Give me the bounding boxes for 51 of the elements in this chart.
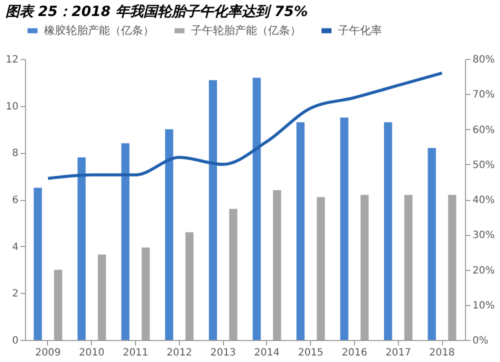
y-tick-label: 8 xyxy=(12,148,18,160)
bar xyxy=(428,148,436,340)
bar xyxy=(185,232,194,340)
bar xyxy=(78,157,86,340)
x-tick-label: 2018 xyxy=(429,348,455,358)
bar xyxy=(448,194,456,340)
x-tick-label: 2016 xyxy=(342,348,368,358)
legend-label: 橡胶轮胎产能（亿条） xyxy=(44,24,154,37)
y2-tick-label: 80% xyxy=(472,54,495,66)
y2-tick-label: 60% xyxy=(472,124,495,136)
y2-tick-label: 20% xyxy=(472,265,495,276)
y-tick-label: 12 xyxy=(6,54,18,66)
chart-title: 图表 25：2018 年我国轮胎子午化率达到 75% xyxy=(5,3,308,20)
bar xyxy=(165,129,174,340)
bar xyxy=(272,190,282,340)
x-tick-label: 2017 xyxy=(386,348,411,358)
bar xyxy=(252,78,261,340)
bar xyxy=(340,118,348,340)
x-tick-label: 2013 xyxy=(210,348,236,358)
y-tick-label: 10 xyxy=(6,101,18,112)
bar xyxy=(98,254,106,340)
x-tick-label: 2014 xyxy=(254,348,280,358)
x-tick-label: 2010 xyxy=(79,348,104,358)
bar xyxy=(404,194,412,340)
bar xyxy=(360,194,369,340)
legend-label: 子午轮胎产能（亿条） xyxy=(191,24,301,37)
y2-tick-label: 30% xyxy=(472,230,495,242)
y2-tick-label: 0% xyxy=(472,336,488,346)
bar xyxy=(142,248,150,340)
x-tick-label: 2011 xyxy=(122,348,148,358)
y-tick-label: 2 xyxy=(12,288,18,300)
y2-tick-label: 40% xyxy=(472,195,495,206)
line-series xyxy=(46,72,444,180)
y-tick-label: 6 xyxy=(12,195,18,206)
bar xyxy=(121,143,130,340)
bar xyxy=(54,270,62,340)
bar xyxy=(208,80,218,340)
legend-label: 子午化率 xyxy=(338,24,382,37)
x-tick-label: 2015 xyxy=(298,348,324,358)
bar xyxy=(34,188,42,340)
y2-tick-label: 70% xyxy=(472,90,495,101)
bar xyxy=(316,197,325,340)
x-tick-label: 2009 xyxy=(35,348,61,358)
bar xyxy=(229,208,238,340)
bar xyxy=(384,122,392,340)
y2-tick-label: 10% xyxy=(472,300,495,312)
x-tick-label: 2012 xyxy=(166,348,192,358)
y2-tick-label: 50% xyxy=(472,160,495,171)
y-tick-label: 4 xyxy=(12,242,18,253)
y-tick-label: 0 xyxy=(12,336,18,346)
bar xyxy=(296,122,305,340)
